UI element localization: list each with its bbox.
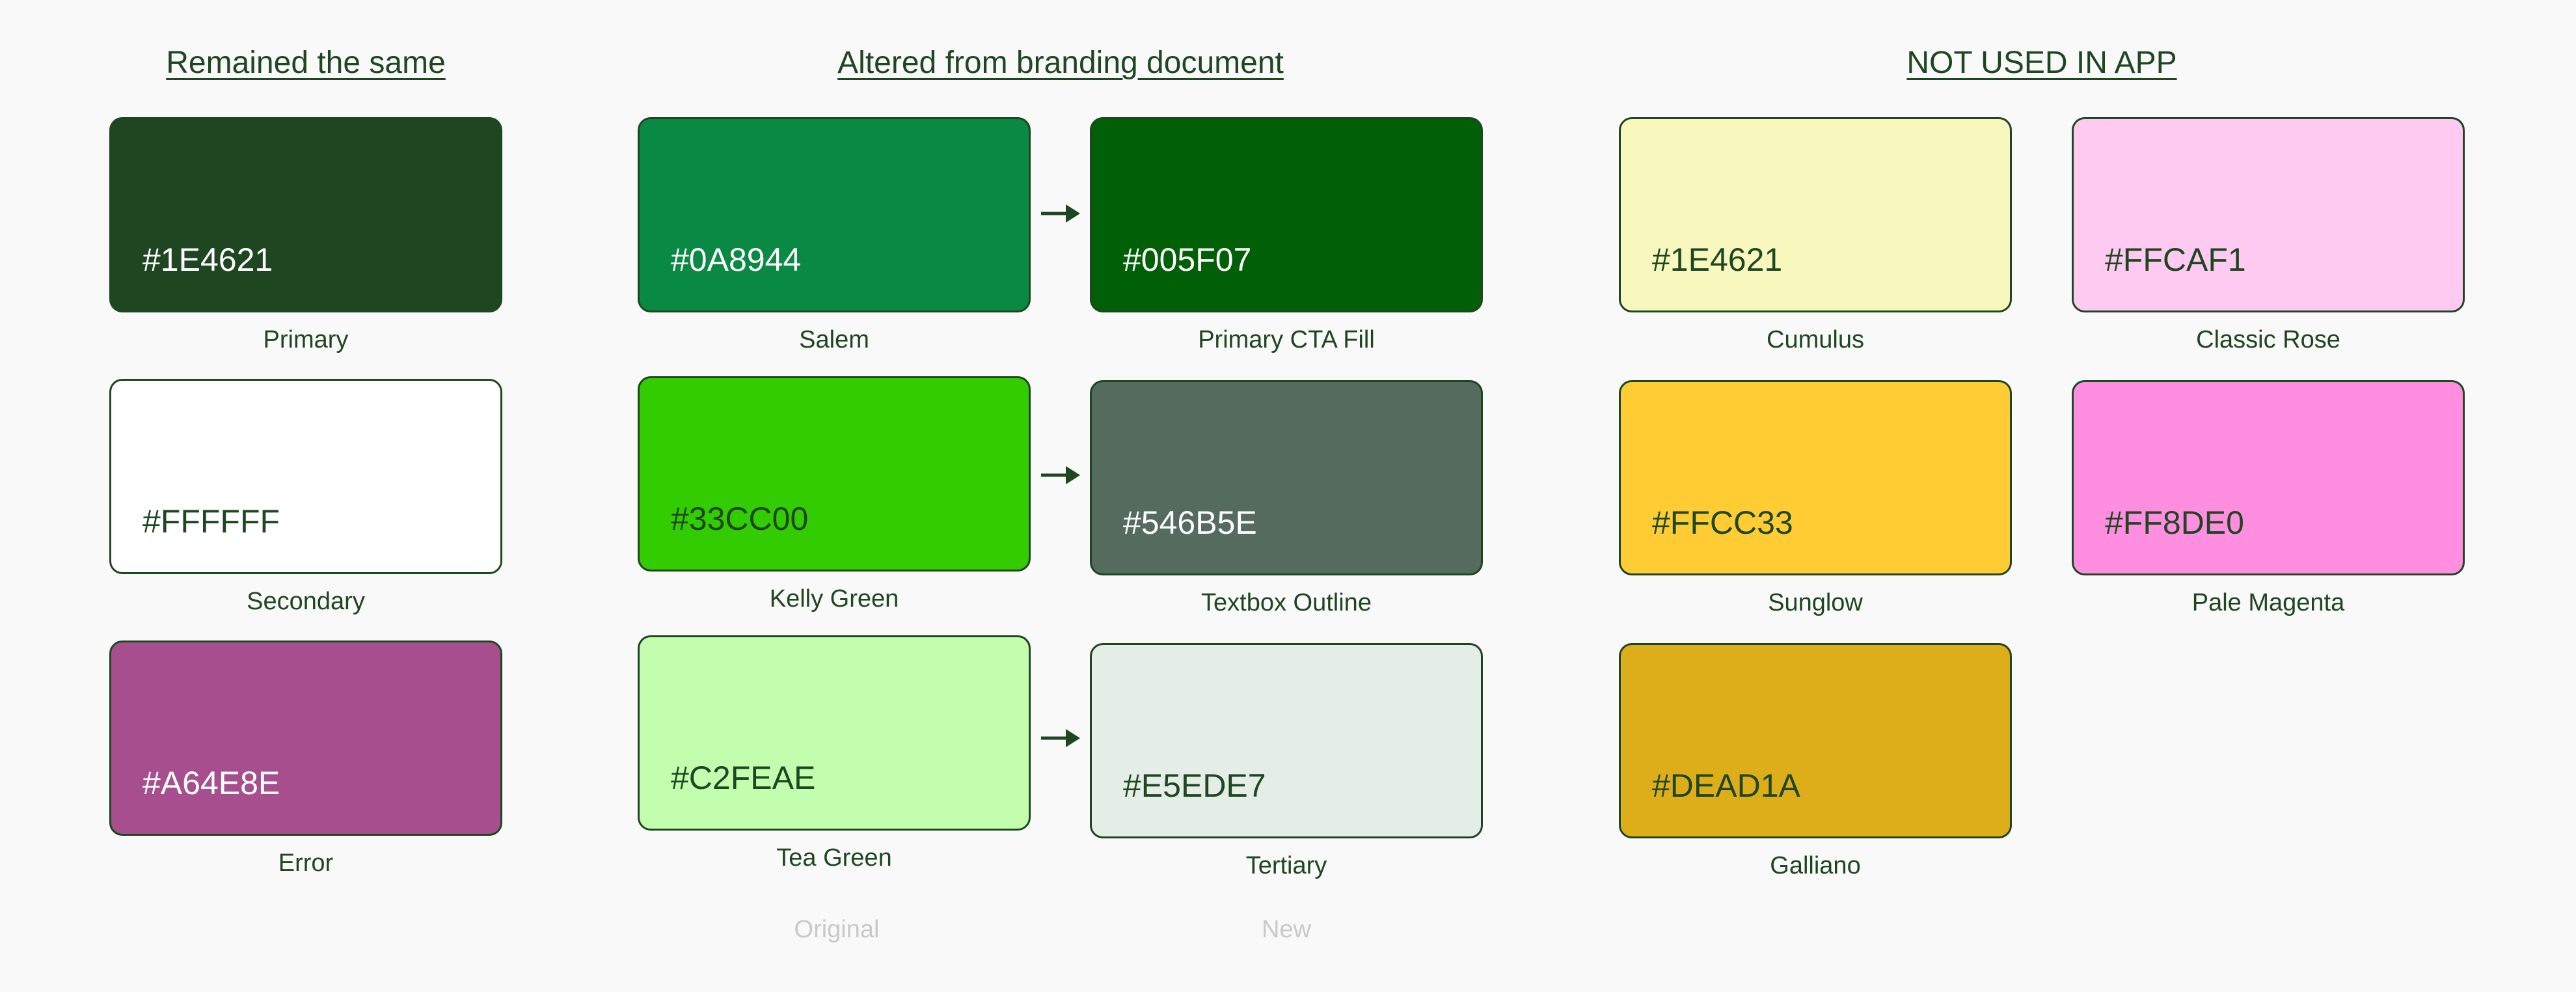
swatch-tertiary: #E5EDE7 — [1090, 643, 1483, 838]
swatch-hex: #FFCC33 — [1652, 504, 1793, 541]
swatch-kelly-green: #33CC00 — [638, 376, 1031, 572]
swatch-hex: #C2FEAE — [671, 760, 816, 796]
swatch-error: #A64E8E — [109, 641, 502, 836]
swatch-label: Error — [278, 849, 334, 877]
swatch-hex: #DEAD1A — [1652, 767, 1800, 804]
swatch-label: Salem — [799, 326, 869, 353]
swatch-sunglow: #FFCC33 — [1619, 380, 2012, 575]
swatch-hex: #1E4621 — [142, 241, 273, 278]
swatch-label: Cumulus — [1767, 326, 1864, 353]
arrow-right-icon — [1041, 729, 1080, 747]
swatch-hex: #A64E8E — [142, 765, 280, 801]
swatch-label: Primary CTA Fill — [1198, 326, 1375, 353]
swatch-hex: #FFCAF1 — [2105, 241, 2246, 278]
swatch-label: Tertiary — [1245, 852, 1327, 879]
swatch-label: Galliano — [1770, 852, 1861, 879]
swatch-hex: #546B5E — [1123, 504, 1257, 541]
swatch-label: Secondary — [247, 588, 365, 615]
swatch-classic-rose: #FFCAF1 — [2072, 117, 2465, 312]
swatch-salem: #0A8944 — [638, 117, 1031, 312]
swatch-secondary: #FFFFFF — [109, 379, 502, 574]
swatch-cumulus: #1E4621 — [1619, 117, 2012, 312]
footer-new-label: New — [1261, 916, 1312, 943]
swatch-label: Primary — [263, 326, 349, 353]
swatch-label: Classic Rose — [2196, 326, 2340, 353]
swatch-hex: #005F07 — [1123, 241, 1252, 278]
swatch-hex: #E5EDE7 — [1123, 767, 1266, 804]
swatch-label: Tea Green — [776, 844, 892, 872]
heading-not-used: NOT USED IN APP — [1906, 46, 2177, 80]
arrow-right-icon — [1041, 204, 1080, 223]
swatch-pale-magenta: #FF8DE0 — [2072, 380, 2465, 575]
footer-original-label: Original — [794, 916, 880, 943]
swatch-hex: #FF8DE0 — [2105, 504, 2244, 541]
swatch-primary: #1E4621 — [109, 117, 502, 312]
arrow-right-icon — [1041, 466, 1080, 484]
swatch-label: Sunglow — [1768, 589, 1863, 616]
swatch-hex: #FFFFFF — [142, 503, 280, 540]
swatch-hex: #0A8944 — [671, 241, 802, 278]
swatch-label: Pale Magenta — [2191, 589, 2345, 616]
swatch-tea-green: #C2FEAE — [638, 635, 1031, 831]
swatch-hex: #1E4621 — [1652, 241, 1783, 278]
swatch-label: Kelly Green — [769, 585, 899, 613]
swatch-galliano: #DEAD1A — [1619, 643, 2012, 838]
swatch-hex: #33CC00 — [671, 501, 809, 537]
swatch-primary-cta-fill: #005F07 — [1090, 117, 1483, 312]
swatch-label: Textbox Outline — [1201, 589, 1372, 616]
heading-altered: Altered from branding document — [837, 46, 1284, 80]
swatch-textbox-outline: #546B5E — [1090, 380, 1483, 575]
heading-remained-same: Remained the same — [166, 46, 446, 80]
